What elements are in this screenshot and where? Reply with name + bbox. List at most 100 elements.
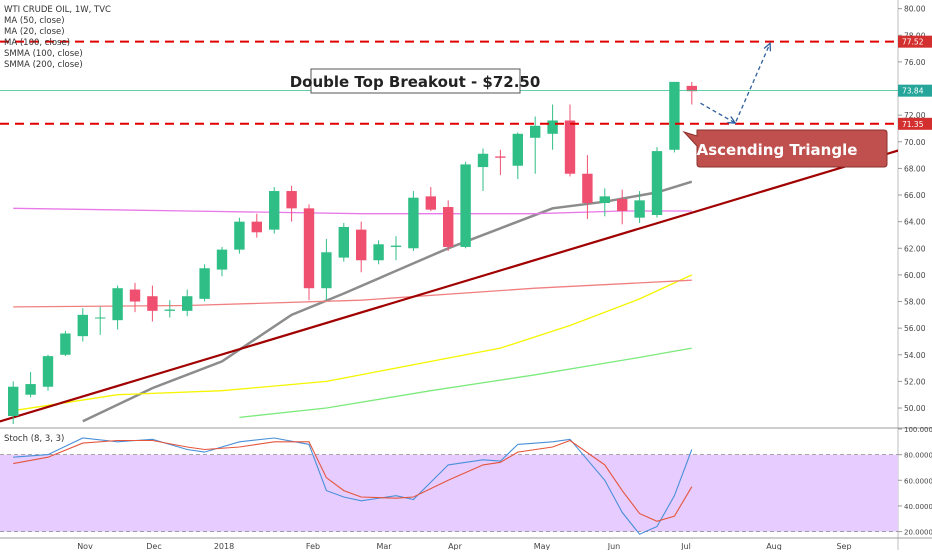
projection-arrowhead (763, 41, 772, 52)
candle-body[interactable] (599, 196, 610, 204)
candle-body[interactable] (408, 197, 419, 249)
ascending-triangle-callout (682, 129, 888, 168)
ascending-triangle-label: Ascending Triangle (697, 141, 858, 159)
price-badge (898, 117, 932, 130)
projection-arrowhead (727, 116, 737, 124)
candle-body[interactable] (651, 151, 663, 215)
candle-body[interactable] (617, 199, 628, 212)
time-tick-label: Aug (766, 542, 782, 550)
candle-body[interactable] (147, 296, 158, 311)
candle-body[interactable] (564, 120, 576, 174)
stoch-line (13, 439, 693, 522)
price-badge (898, 84, 932, 97)
candle-body[interactable] (216, 249, 228, 270)
legend-smma100[interactable]: SMMA (100, close) (4, 49, 83, 59)
price-tick-label: 66.00 (904, 191, 926, 200)
time-tick-label: May (534, 542, 551, 550)
price-badge-label: 73.84 (902, 87, 924, 96)
symbol-title[interactable]: WTI CRUDE OIL, 1W, TVC (4, 5, 111, 15)
legend-ma50[interactable]: MA (50, close) (4, 16, 65, 26)
candle-body[interactable] (530, 125, 541, 138)
ma-line (13, 207, 692, 215)
ma-line (13, 279, 692, 308)
candle-body[interactable] (425, 196, 436, 210)
price-tick-label: 64.00 (904, 218, 926, 227)
time-tick-label: Jul (680, 542, 691, 550)
price-tick-label: 58.00 (904, 298, 926, 307)
price-badge-label: 71.35 (902, 120, 924, 129)
time-tick-label: Sep (836, 542, 851, 550)
candle-body[interactable] (129, 289, 141, 302)
double-top-box (310, 68, 521, 94)
legend-smma200[interactable]: SMMA (200, close) (4, 60, 83, 70)
candle-body[interactable] (234, 221, 245, 250)
candle-body[interactable] (199, 268, 210, 299)
price-tick-label: 72.00 (904, 111, 926, 120)
candle-body[interactable] (269, 191, 280, 230)
candle-body[interactable] (321, 252, 332, 289)
candle-body[interactable] (8, 386, 19, 417)
candle-body[interactable] (251, 221, 262, 233)
candle-body[interactable] (582, 173, 593, 204)
price-badge (898, 35, 932, 48)
ma-line (13, 274, 693, 412)
legend-ma100[interactable]: MA (100, close) (4, 38, 71, 48)
candle-body[interactable] (460, 164, 471, 247)
candle-body[interactable] (686, 85, 697, 92)
time-tick-label: Feb (306, 542, 320, 550)
candle-body[interactable] (373, 244, 384, 261)
stoch-tick-label: 40.0000 (904, 503, 932, 511)
price-axis[interactable]: 50.00 52.00 54.00 56.00 58.00 60.00 62.00 64.00… (898, 5, 932, 537)
annotations: Double Top Breakout - $72.50 Ascending T… (290, 68, 888, 168)
candle-body[interactable] (390, 245, 402, 247)
ascending-trendline (0, 149, 898, 423)
candle-body[interactable] (60, 333, 71, 355)
candle-body[interactable] (42, 356, 54, 387)
candle-body[interactable] (443, 207, 454, 247)
candle-body[interactable] (112, 288, 123, 321)
trendline-layer (0, 149, 898, 423)
candle-body[interactable] (495, 156, 506, 158)
candle-body[interactable] (77, 314, 88, 337)
candle-body[interactable] (286, 191, 297, 209)
time-tick-label: Apr (448, 542, 463, 550)
price-tick-label: 80.00 (904, 5, 926, 14)
time-axis[interactable]: Nov Dec 2018 Feb Mar Apr May Jun Jul Aug Sep (77, 542, 851, 551)
stoch-series (13, 437, 693, 535)
time-tick-label: Mar (376, 542, 392, 550)
candle-body[interactable] (634, 200, 645, 218)
candle-body[interactable] (356, 229, 367, 261)
legend-ma20[interactable]: MA (20, close) (4, 27, 65, 37)
candle-body[interactable] (547, 120, 558, 134)
candle-body[interactable] (164, 309, 175, 311)
candle-body[interactable] (338, 226, 349, 258)
price-tick-label: 60.00 (904, 271, 926, 280)
price-tick-label: 76.00 (904, 58, 926, 67)
stoch-tick-label: 80.0000 (904, 452, 932, 460)
time-tick-label: Nov (77, 542, 93, 550)
ma-line (239, 347, 692, 419)
stoch-band (0, 454, 898, 532)
candle-body[interactable] (477, 153, 489, 168)
time-tick-label: Jun (607, 542, 621, 550)
time-tick-label: 2018 (214, 542, 234, 550)
ma-line (82, 180, 693, 423)
candle-body[interactable] (25, 384, 36, 395)
price-badge-label: 77.52 (902, 38, 924, 47)
projection-path (700, 43, 771, 125)
price-tick-label: 56.00 (904, 324, 926, 333)
candle-body[interactable] (303, 208, 315, 289)
price-tick-label: 50.00 (904, 404, 926, 413)
candle-body[interactable] (95, 317, 106, 319)
stoch-title[interactable]: Stoch (8, 3, 3) (4, 434, 65, 444)
candle-body[interactable] (512, 133, 523, 166)
price-tick-label: 52.00 (904, 377, 926, 386)
candle-body[interactable] (669, 81, 680, 150)
candle-body[interactable] (182, 296, 193, 311)
indicator-legend: WTI CRUDE OIL, 1W, TVC MA (50, close) MA… (4, 5, 111, 71)
stoch-tick-label: 20.0000 (904, 529, 932, 537)
price-tick-label: 68.00 (904, 164, 926, 173)
stoch-tick-label: 60.0000 (904, 477, 932, 485)
